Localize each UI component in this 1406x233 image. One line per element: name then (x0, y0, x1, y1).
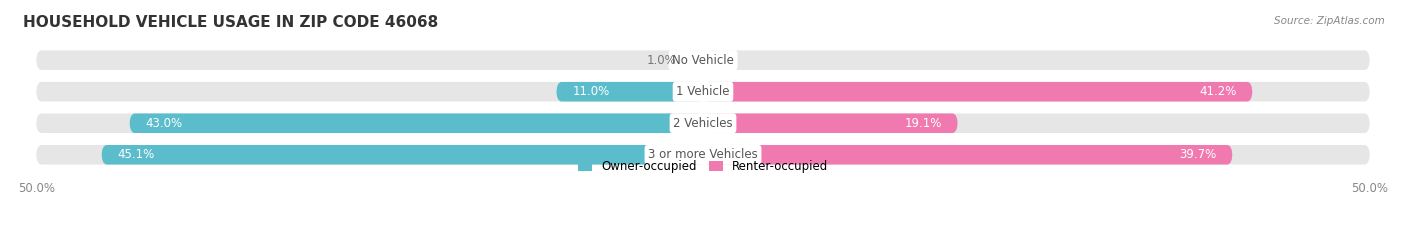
FancyBboxPatch shape (101, 145, 703, 164)
Text: 2 Vehicles: 2 Vehicles (673, 117, 733, 130)
Text: 3 or more Vehicles: 3 or more Vehicles (648, 148, 758, 161)
Legend: Owner-occupied, Renter-occupied: Owner-occupied, Renter-occupied (572, 155, 834, 178)
Text: No Vehicle: No Vehicle (672, 54, 734, 67)
Text: 41.2%: 41.2% (1199, 85, 1236, 98)
Text: 39.7%: 39.7% (1180, 148, 1216, 161)
Text: 43.0%: 43.0% (145, 117, 183, 130)
FancyBboxPatch shape (37, 50, 1369, 70)
FancyBboxPatch shape (129, 113, 703, 133)
Text: Source: ZipAtlas.com: Source: ZipAtlas.com (1274, 16, 1385, 26)
FancyBboxPatch shape (37, 82, 1369, 102)
Text: 19.1%: 19.1% (904, 117, 942, 130)
Text: 1.0%: 1.0% (647, 54, 676, 67)
Text: HOUSEHOLD VEHICLE USAGE IN ZIP CODE 46068: HOUSEHOLD VEHICLE USAGE IN ZIP CODE 4606… (22, 15, 439, 30)
FancyBboxPatch shape (703, 82, 1253, 102)
FancyBboxPatch shape (557, 82, 703, 102)
FancyBboxPatch shape (690, 50, 703, 70)
FancyBboxPatch shape (37, 113, 1369, 133)
FancyBboxPatch shape (703, 113, 957, 133)
Text: 45.1%: 45.1% (118, 148, 155, 161)
Text: 11.0%: 11.0% (572, 85, 610, 98)
FancyBboxPatch shape (37, 145, 1369, 164)
Text: 1 Vehicle: 1 Vehicle (676, 85, 730, 98)
FancyBboxPatch shape (703, 145, 1233, 164)
